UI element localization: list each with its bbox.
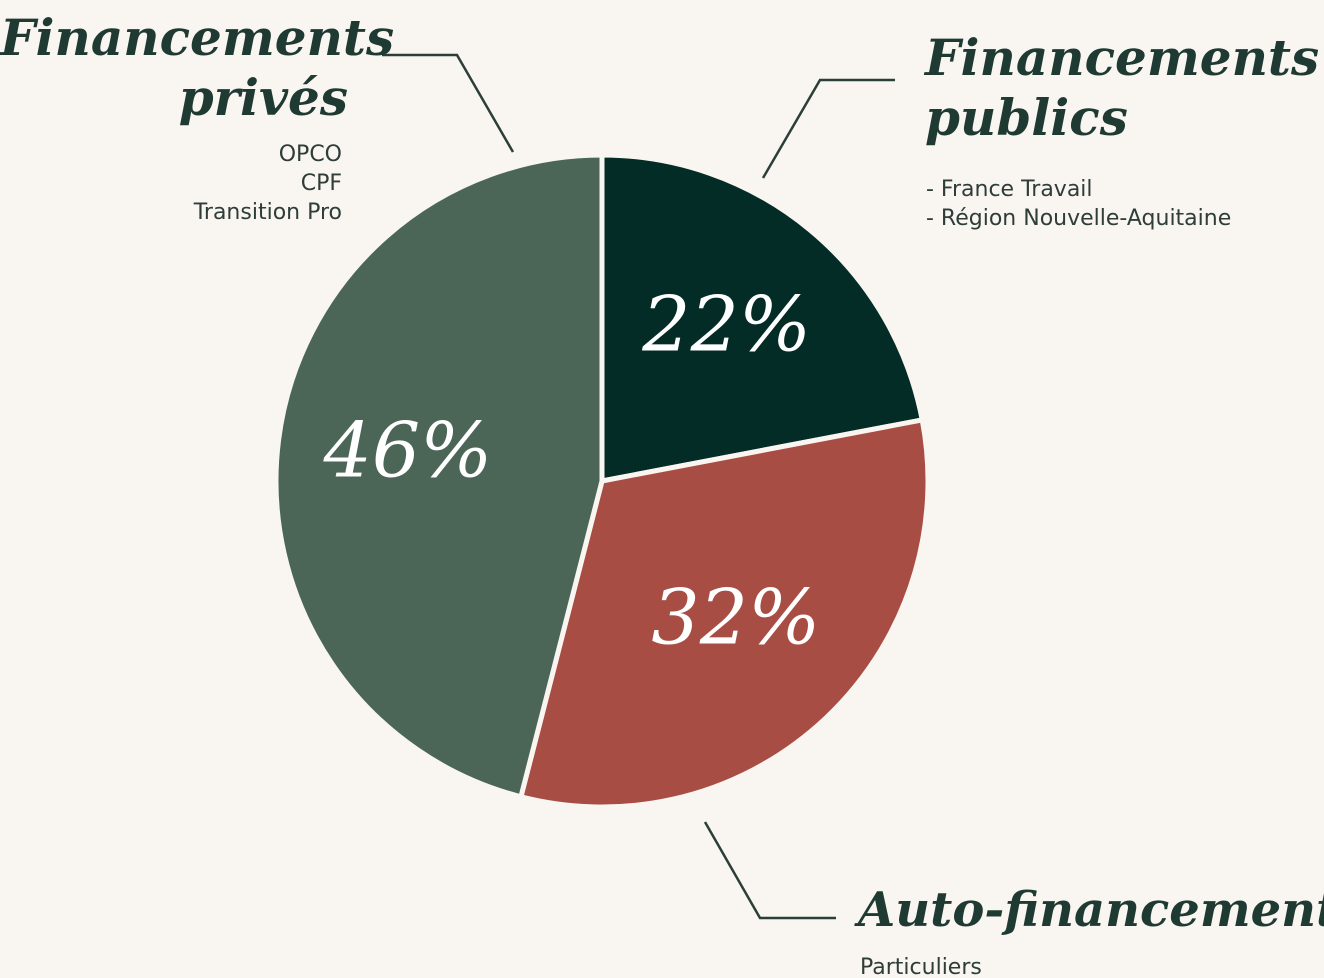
- pie-slice: [599, 152, 925, 484]
- category-description: OPCO CPF Transition Pro: [0, 140, 342, 227]
- description-line: - France Travail: [926, 177, 1093, 202]
- leader-line: [382, 53, 515, 153]
- slice-label: 32%: [651, 573, 820, 662]
- category-description: - France Travail - Région Nouvelle-Aquita…: [926, 175, 1231, 233]
- slice-label: 22%: [641, 279, 811, 368]
- pie-slice: [518, 417, 931, 810]
- category-title: Auto-financements: [858, 882, 1324, 938]
- description-line: - Région Nouvelle-Aquitaine: [926, 206, 1232, 231]
- description-line: CPF: [300, 171, 342, 196]
- leader-line: [761, 78, 895, 179]
- category-title: Financements privés: [0, 8, 395, 127]
- category-description: Particuliers: [860, 953, 982, 978]
- leader-line: [703, 821, 836, 920]
- description-line: Transition Pro: [193, 200, 342, 225]
- category-title: Financements publics: [925, 28, 1320, 147]
- pie-slice: [273, 152, 605, 800]
- slice-label: 46%: [322, 405, 492, 494]
- description-line: OPCO: [278, 142, 342, 167]
- description-line: Particuliers: [860, 955, 982, 978]
